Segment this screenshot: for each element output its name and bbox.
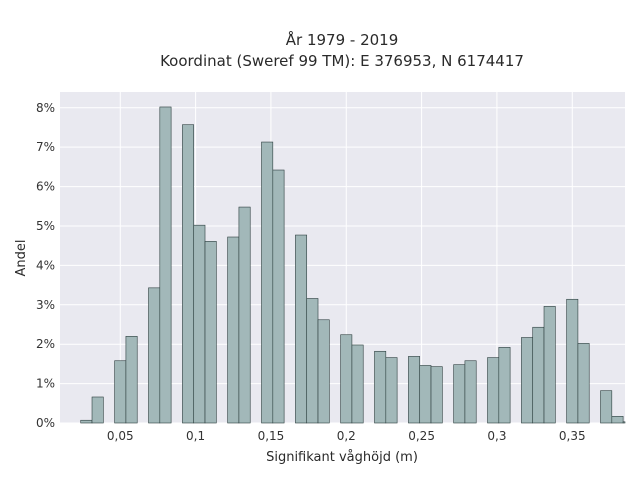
chart-title-line-2: Koordinat (Sweref 99 TM): E 376953, N 61… xyxy=(160,52,524,70)
histogram-bar xyxy=(340,334,353,424)
x-axis-title: Signifikant våghöjd (m) xyxy=(266,450,418,465)
histogram-bar xyxy=(91,396,104,424)
histogram-bar xyxy=(261,141,274,424)
y-axis-title: Andel xyxy=(14,240,29,277)
x-tick-label: 0,1 xyxy=(186,429,205,443)
histogram-bar xyxy=(159,106,172,424)
histogram-bar xyxy=(148,287,161,424)
histogram-bars xyxy=(80,106,626,424)
y-tick-label: 3% xyxy=(36,298,55,312)
histogram-bar xyxy=(317,319,330,424)
histogram-bar xyxy=(600,390,613,424)
x-tick-label: 0,35 xyxy=(559,429,586,443)
histogram-bar xyxy=(385,357,398,424)
x-tick-label: 0,3 xyxy=(487,429,506,443)
histogram-bar xyxy=(521,337,534,424)
histogram-bar xyxy=(374,350,387,424)
y-tick-label: 1% xyxy=(36,377,55,391)
histogram-bar xyxy=(577,343,590,424)
histogram-bar xyxy=(487,357,500,424)
x-tick-label: 0,25 xyxy=(408,429,435,443)
histogram-bar xyxy=(419,365,432,424)
x-tick-label: 0,2 xyxy=(337,429,356,443)
histogram-bar xyxy=(351,344,364,424)
histogram-bar xyxy=(125,336,138,424)
x-tick-label: 0,05 xyxy=(107,429,134,443)
histogram-bar xyxy=(182,124,195,424)
histogram-bar xyxy=(453,364,466,424)
histogram-bar xyxy=(430,366,443,424)
y-tick-label: 7% xyxy=(36,140,55,154)
histogram-bar xyxy=(306,298,319,424)
histogram-bar xyxy=(498,347,511,424)
y-tick-label: 2% xyxy=(36,337,55,351)
y-tick-label: 6% xyxy=(36,180,55,194)
y-tick-label: 0% xyxy=(36,416,55,430)
histogram-bar xyxy=(114,360,127,424)
chart-title-line-1: År 1979 - 2019 xyxy=(286,30,399,49)
histogram-bar xyxy=(80,419,93,424)
y-tick-label: 4% xyxy=(36,258,55,272)
histogram-bar xyxy=(543,306,556,424)
histogram-bar xyxy=(238,206,251,424)
histogram-bar xyxy=(193,224,206,424)
histogram-bar xyxy=(611,416,624,424)
axis-ticks: 0,05 0,1 0,15 0,2 0,25 0,3 0,35 0% 1% 2% 3% 4% 5% 6% 7… xyxy=(36,101,586,443)
x-tick-label: 0,15 xyxy=(258,429,285,443)
y-tick-label: 5% xyxy=(36,219,55,233)
histogram-bar xyxy=(566,298,579,424)
histogram-bar xyxy=(204,241,217,424)
histogram-bar xyxy=(622,421,626,424)
histogram-bar xyxy=(272,169,285,424)
histogram-bar xyxy=(295,234,308,424)
histogram-bar xyxy=(227,236,240,424)
histogram-bar xyxy=(532,326,545,424)
histogram-bar xyxy=(408,356,421,424)
histogram-bar xyxy=(464,360,477,424)
y-tick-label: 8% xyxy=(36,101,55,115)
